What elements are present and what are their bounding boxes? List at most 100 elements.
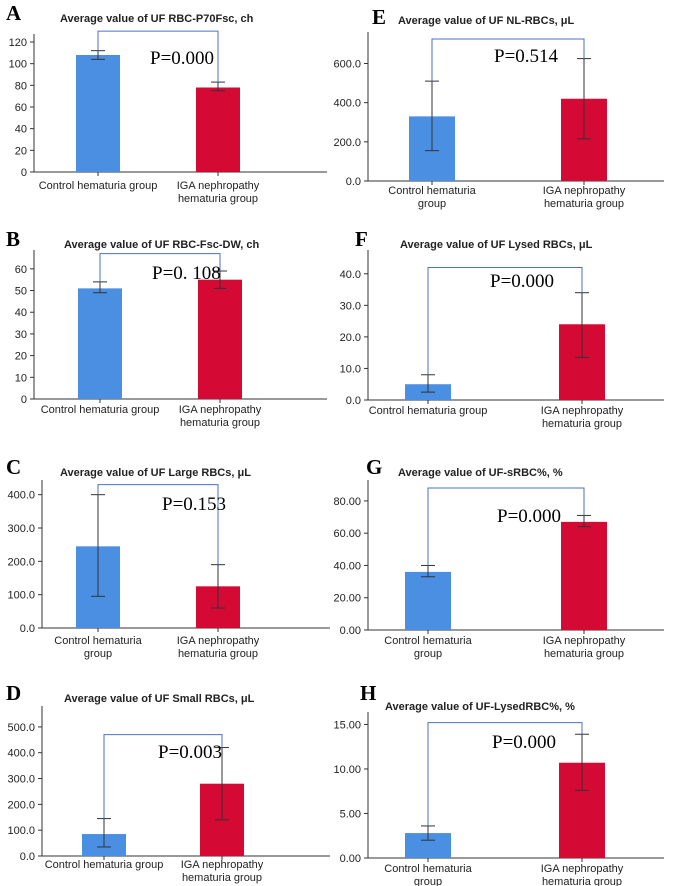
category-label: Control hematuria group <box>45 859 164 871</box>
chart-panel-f: F Average value of UF Lysed RBCs, μL 0.0 10… <box>340 227 664 430</box>
y-tick-label: 200.0 <box>7 556 35 568</box>
y-tick-label: 400.0 <box>7 490 35 502</box>
y-tick-label: 400.0 <box>7 748 35 760</box>
category-label: Control hematuria <box>54 635 142 647</box>
chart-panel-h: H Average value of UF-LysedRBC%, % 0.00 5.0… <box>333 681 664 886</box>
y-tick-label: 400.0 <box>333 98 361 110</box>
y-tick-label: 60 <box>15 102 27 114</box>
y-tick-label: 600.0 <box>333 59 361 71</box>
p-value-label: P=0.003 <box>158 742 222 763</box>
category-label: Control hematuria group <box>41 404 160 416</box>
significance-bracket <box>427 266 583 375</box>
y-tick-label: 30.0 <box>340 300 361 312</box>
bar <box>78 288 122 399</box>
bar <box>198 279 242 399</box>
y-tick-label: 30 <box>15 329 27 341</box>
y-tick-label: 300.0 <box>7 774 35 786</box>
panel-letter: C <box>6 455 21 479</box>
y-tick-label: 0.0 <box>20 851 35 863</box>
significance-bracket <box>99 253 221 282</box>
y-tick-label: 40 <box>15 307 27 319</box>
category-label: hematuria group <box>182 872 262 884</box>
panel-letter: H <box>360 681 376 705</box>
y-tick-label: 100.0 <box>7 825 35 837</box>
y-tick-label: 10.0 <box>340 363 361 375</box>
category-label: Control hematuria group <box>369 405 488 417</box>
significance-bracket <box>97 484 219 565</box>
category-label: IGA nephropathy <box>181 859 264 871</box>
category-label: hematuria group <box>180 417 260 429</box>
y-tick-label: 200.0 <box>7 799 35 811</box>
y-tick-label: 60.00 <box>333 528 361 540</box>
y-tick-label: 100.0 <box>7 590 35 602</box>
category-label: IGA nephropathy <box>179 404 262 416</box>
chart-panel-e: E Average value of UF NL-RBCs, μL 0.0 200.0… <box>333 5 664 210</box>
category-label: Control hematuria <box>388 185 476 197</box>
y-tick-label: 40 <box>15 124 27 136</box>
category-label: hematuria group <box>544 198 624 210</box>
y-tick-label: 0.0 <box>346 395 361 407</box>
bar <box>196 87 240 172</box>
chart-panel-c: C Average value of UF Large RBCs, μL 0.0 10… <box>6 455 330 660</box>
y-tick-label: 0 <box>21 394 27 406</box>
category-label: group <box>418 198 446 210</box>
y-tick-label: 80.00 <box>333 496 361 508</box>
category-label: IGA nephropathy <box>177 180 260 192</box>
category-label: IGA nephropathy <box>543 635 626 647</box>
y-tick-label: 200.0 <box>333 137 361 149</box>
y-tick-label: 500.0 <box>7 722 35 734</box>
chart-title: Average value of UF RBC-P70Fsc, ch <box>60 13 254 25</box>
chart-title: Average value of UF-LysedRBC%, % <box>385 701 575 713</box>
chart-title: Average value of UF-sRBC%, % <box>398 467 563 479</box>
p-value-label: P=0.514 <box>494 46 559 67</box>
y-tick-label: 0.00 <box>340 625 361 637</box>
p-value-label: P=0.000 <box>150 48 214 69</box>
panel-letter: E <box>372 5 386 29</box>
y-tick-label: 40.00 <box>333 560 361 572</box>
category-label: Control hematuria <box>384 635 472 647</box>
category-label: IGA nephropathy <box>177 635 260 647</box>
y-tick-label: 60 <box>15 264 27 276</box>
chart-panel-d: D Average value of UF Small RBCs, μL 0.0 10… <box>6 681 330 884</box>
p-value-label: P=0.153 <box>162 494 226 515</box>
category-label: group <box>414 648 442 660</box>
y-tick-label: 50 <box>15 286 27 298</box>
significance-bracket <box>431 38 585 82</box>
category-label: hematuria group <box>178 193 258 205</box>
category-label: IGA nephropathy <box>543 185 626 197</box>
chart-title: Average value of UF Small RBCs, μL <box>64 693 255 705</box>
category-label: hematuria group <box>178 648 258 660</box>
y-tick-label: 120 <box>9 37 27 49</box>
y-tick-label: 5.00 <box>340 808 361 820</box>
category-label: group <box>414 876 442 886</box>
y-tick-label: 20 <box>15 145 27 157</box>
y-tick-label: 20.0 <box>340 332 361 344</box>
chart-panel-g: G Average value of UF-sRBC%, % 0.00 20.00 40… <box>333 455 664 660</box>
y-tick-label: 10.00 <box>333 764 361 776</box>
significance-bracket <box>103 734 223 819</box>
y-tick-label: 300.0 <box>7 523 35 535</box>
p-value-label: P=0.000 <box>497 506 561 527</box>
panel-letter: A <box>6 1 22 25</box>
bar <box>405 571 451 630</box>
panel-letter: F <box>355 227 368 251</box>
chart-panel-b: B Average value of UF RBC-Fsc-DW, ch 0 10 20… <box>6 227 327 429</box>
y-tick-label: 0.0 <box>20 623 35 635</box>
y-tick-label: 40.0 <box>340 269 361 281</box>
p-value-label: P=0. 108 <box>152 263 221 284</box>
p-value-label: P=0.000 <box>490 271 554 292</box>
category-label: hematuria group <box>542 876 622 886</box>
chart-title: Average value of UF Lysed RBCs, μL <box>400 239 593 251</box>
chart-title: Average value of UF Large RBCs, μL <box>60 467 251 479</box>
chart-title: Average value of UF RBC-Fsc-DW, ch <box>64 239 259 251</box>
category-label: hematuria group <box>544 648 624 660</box>
y-tick-label: 0.00 <box>340 853 361 865</box>
panel-letter: G <box>366 455 382 479</box>
panel-letter: B <box>6 227 20 251</box>
panel-letter: D <box>6 681 21 705</box>
y-tick-label: 0.0 <box>346 176 361 188</box>
p-value-label: P=0.000 <box>492 732 556 753</box>
chart-panel-a: A Average value of UF RBC-P70Fsc, ch 0 20 40… <box>6 1 327 205</box>
significance-bracket <box>97 30 219 83</box>
